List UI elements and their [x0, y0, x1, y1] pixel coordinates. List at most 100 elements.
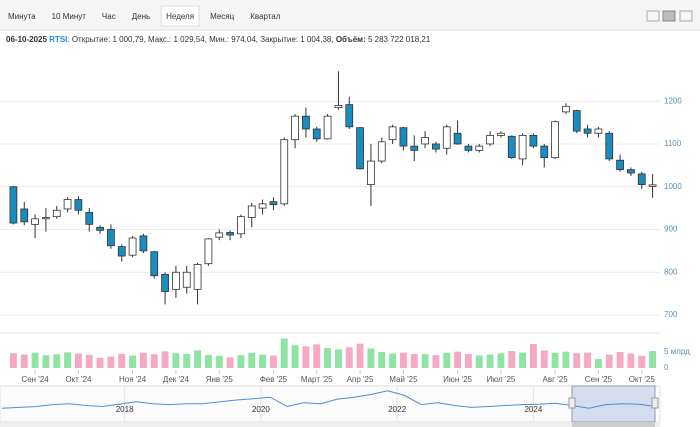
volume-bar: [356, 343, 364, 368]
candle-body: [345, 104, 354, 128]
x-tick-label: Сен '24: [21, 375, 49, 384]
navigator-label: 2022: [388, 405, 406, 414]
volume-bar: [259, 354, 267, 368]
volume-bar: [389, 353, 397, 368]
candle-body: [258, 203, 267, 209]
icon-candle[interactable]: [662, 10, 676, 22]
volume-bar: [139, 352, 147, 368]
volume-bar: [85, 354, 93, 368]
volume-bar: [649, 351, 657, 368]
candle-body: [421, 137, 429, 145]
candle-body: [20, 208, 29, 223]
x-tick-label: Март '25: [301, 375, 333, 384]
candle-body: [172, 271, 180, 290]
volume-bar: [627, 353, 635, 368]
x-tick-label: Фев '25: [260, 375, 288, 384]
volume-bar: [443, 352, 451, 368]
tab[interactable]: Месяц: [210, 12, 235, 21]
candle-body: [497, 132, 505, 136]
candle-body: [540, 145, 549, 159]
candle-body: [117, 246, 126, 257]
candle-body: [616, 159, 624, 171]
volume-bar: [378, 352, 386, 368]
candle-body: [551, 121, 559, 159]
x-tick-label: Окт '25: [629, 375, 656, 384]
volume-bar: [74, 353, 82, 368]
candle-body: [182, 271, 191, 288]
volume-bar: [96, 357, 104, 368]
tab[interactable]: День: [132, 12, 150, 21]
volume-bar: [20, 354, 28, 368]
candle-body: [63, 199, 72, 210]
candle-body: [107, 229, 115, 247]
volume-bar: [399, 352, 407, 368]
scrollbar-thumb[interactable]: [572, 422, 655, 427]
navigator-handle-left[interactable]: [568, 397, 576, 409]
candle-body: [399, 127, 408, 147]
volume-bar: [42, 355, 50, 368]
volume-bar: [345, 347, 353, 368]
y-tick-label: 1100: [664, 139, 682, 148]
volume-bar: [237, 355, 245, 368]
ticker: RTSI: [49, 35, 67, 44]
candle-body: [432, 143, 440, 150]
candle-body: [161, 274, 169, 292]
candle-body: [52, 209, 61, 218]
candle-body: [269, 201, 278, 206]
volume-bar: [31, 352, 39, 368]
candle-body: [605, 132, 614, 160]
volume-bar: [129, 355, 137, 368]
volume-bar: [291, 345, 299, 368]
y-tick-label: 1000: [664, 182, 682, 191]
candle-body: [226, 232, 234, 236]
x-tick-label: Апр '25: [347, 375, 374, 384]
navigator-handle-right[interactable]: [651, 397, 659, 409]
candle-body: [377, 141, 386, 162]
candle-body: [9, 186, 18, 224]
icon-bar[interactable]: [679, 10, 693, 22]
x-tick-label: Авг '25: [543, 375, 569, 384]
candle-body: [627, 169, 635, 174]
volume-bar: [248, 352, 256, 368]
volume-bar: [432, 355, 440, 368]
volume-bar: [486, 354, 494, 368]
candle-body: [572, 110, 581, 132]
tab-bg[interactable]: [160, 5, 200, 27]
candle-body: [583, 128, 592, 134]
icon-line[interactable]: [646, 10, 660, 22]
tab[interactable]: Минута: [8, 12, 36, 21]
tab[interactable]: Квартал: [250, 12, 281, 21]
toolbar: [0, 0, 700, 30]
volume-bar: [605, 354, 613, 368]
volume-bar: [150, 354, 158, 368]
candle-body: [280, 139, 289, 205]
volume-label: Объём:: [336, 35, 366, 44]
navigator-selection[interactable]: [571, 385, 656, 423]
tab[interactable]: Час: [102, 12, 116, 21]
tab[interactable]: Неделя: [166, 12, 194, 21]
volume-bar: [454, 351, 462, 368]
volume-bar: [475, 355, 483, 368]
volume-bar: [334, 349, 342, 368]
candle-body: [507, 135, 516, 159]
volume-bar: [497, 353, 505, 368]
volume-bar: [421, 354, 429, 368]
navigator-line: [1, 390, 657, 409]
volume-bar: [616, 352, 624, 368]
candle-body: [529, 135, 538, 147]
volume-bar: [183, 353, 191, 368]
x-tick-label: Окт '24: [65, 375, 92, 384]
volume-bar: [118, 353, 126, 368]
tab[interactable]: 10 Минут: [52, 12, 87, 21]
navigator-label: 2020: [252, 405, 270, 414]
y-tick-label: 800: [664, 267, 678, 276]
volume-bar: [410, 353, 418, 368]
volume-bar: [226, 357, 234, 368]
candle-body: [85, 211, 94, 225]
volume-bar: [324, 348, 332, 368]
candle-body: [312, 128, 321, 140]
candle-body: [562, 105, 570, 113]
header: 06-10-2025 RTSI: Открытие: 1 000,79, Мак…: [6, 35, 431, 44]
volume-bar: [161, 351, 169, 368]
